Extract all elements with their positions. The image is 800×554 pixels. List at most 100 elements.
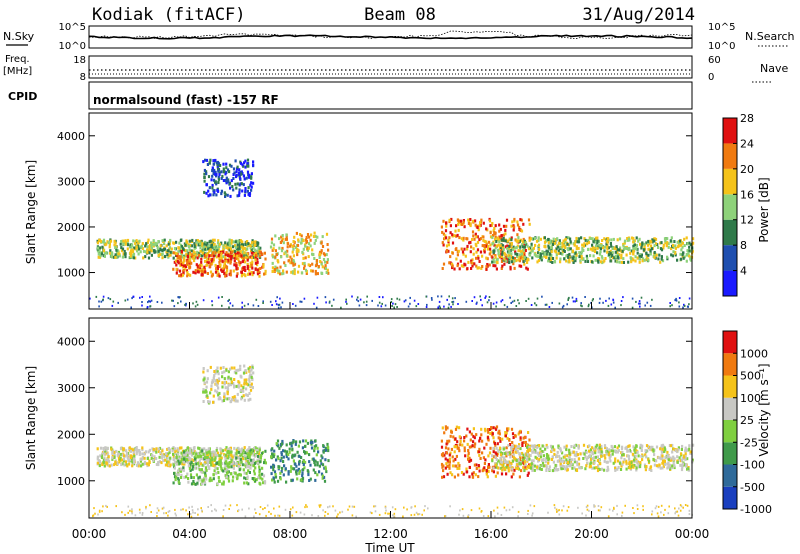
range-cell [152,249,156,253]
range-cell [211,238,215,242]
range-cell [262,474,266,478]
clutter-cell [457,303,459,305]
range-cell [664,448,667,452]
range-cell [223,453,226,457]
clutter-cell [587,305,590,308]
range-cell [251,448,254,452]
range-cell [164,463,167,467]
range-cell [516,244,519,248]
range-cell [327,446,330,450]
range-cell [201,463,204,467]
range-cell [249,453,252,457]
clutter-cell [448,295,450,298]
range-cell [211,251,214,255]
range-cell [297,264,301,268]
clutter-cell [177,302,179,305]
range-cell [659,456,662,460]
range-cell [587,247,590,251]
range-cell [230,239,233,243]
range-cell [229,269,232,273]
range-cell [462,238,465,242]
range-cell [576,240,579,244]
range-cell [274,475,278,479]
range-cell [660,248,664,252]
range-cell [232,240,235,244]
range-cell [296,253,299,257]
range-cell [243,481,246,485]
range-cell [221,462,224,466]
range-cell [135,239,138,243]
range-cell [583,237,586,241]
range-cell [454,464,457,468]
range-cell [297,238,300,242]
range-cell [251,247,254,251]
range-cell [541,459,544,462]
clutter-cell [382,296,384,299]
range-cell [589,247,593,251]
clutter-cell [620,304,622,307]
range-cell [645,254,648,258]
range-cell [685,259,688,263]
range-cell [123,252,126,256]
range-cell [189,448,192,452]
range-cell [561,252,564,256]
range-cell [564,237,567,241]
clutter-cell [161,301,163,304]
range-cell [298,454,301,458]
range-cell [442,475,446,479]
range-cell [635,449,638,453]
range-cell [279,471,282,475]
range-cell [198,269,201,272]
range-cell [481,439,484,443]
clutter-cell [631,306,634,309]
range-cell [162,453,165,457]
range-cell [234,397,237,401]
range-cell [512,256,515,260]
range-cell [155,447,158,451]
range-cell [126,456,129,460]
range-cell [593,250,597,253]
range-cell [593,466,596,470]
range-cell [273,480,276,484]
range-cell [205,243,208,247]
range-cell [625,461,628,465]
range-cell [214,379,217,383]
range-cell [472,247,475,251]
range-cell [508,261,511,264]
range-cell [202,160,205,164]
range-cell [239,171,242,174]
range-cell [640,243,643,247]
range-cell [215,247,218,251]
range-cell [500,238,503,242]
range-cell [244,189,247,193]
range-cell [632,445,635,449]
range-cell [603,259,606,263]
range-cell [684,457,687,461]
range-cell [667,242,670,246]
range-cell [258,470,261,474]
clutter-cell [518,302,520,305]
range-cell [518,264,521,268]
range-cell [218,454,221,458]
range-cell [112,255,116,259]
range-cell [591,260,594,264]
range-cell [614,250,617,254]
range-cell [238,244,241,248]
range-cell [452,459,455,463]
range-cell [597,245,600,249]
range-cell [253,446,256,450]
range-cell [505,224,508,228]
range-cell [303,466,306,470]
range-cell [479,237,482,241]
range-cell [456,440,459,444]
range-cell [556,237,559,241]
range-cell [214,270,218,274]
range-cell [117,457,121,461]
range-cell [277,457,280,461]
clutter-cell [359,298,362,301]
range-cell [203,462,206,466]
range-cell [545,457,548,461]
range-cell [514,252,517,256]
range-cell [246,264,249,268]
range-cell [249,388,253,392]
